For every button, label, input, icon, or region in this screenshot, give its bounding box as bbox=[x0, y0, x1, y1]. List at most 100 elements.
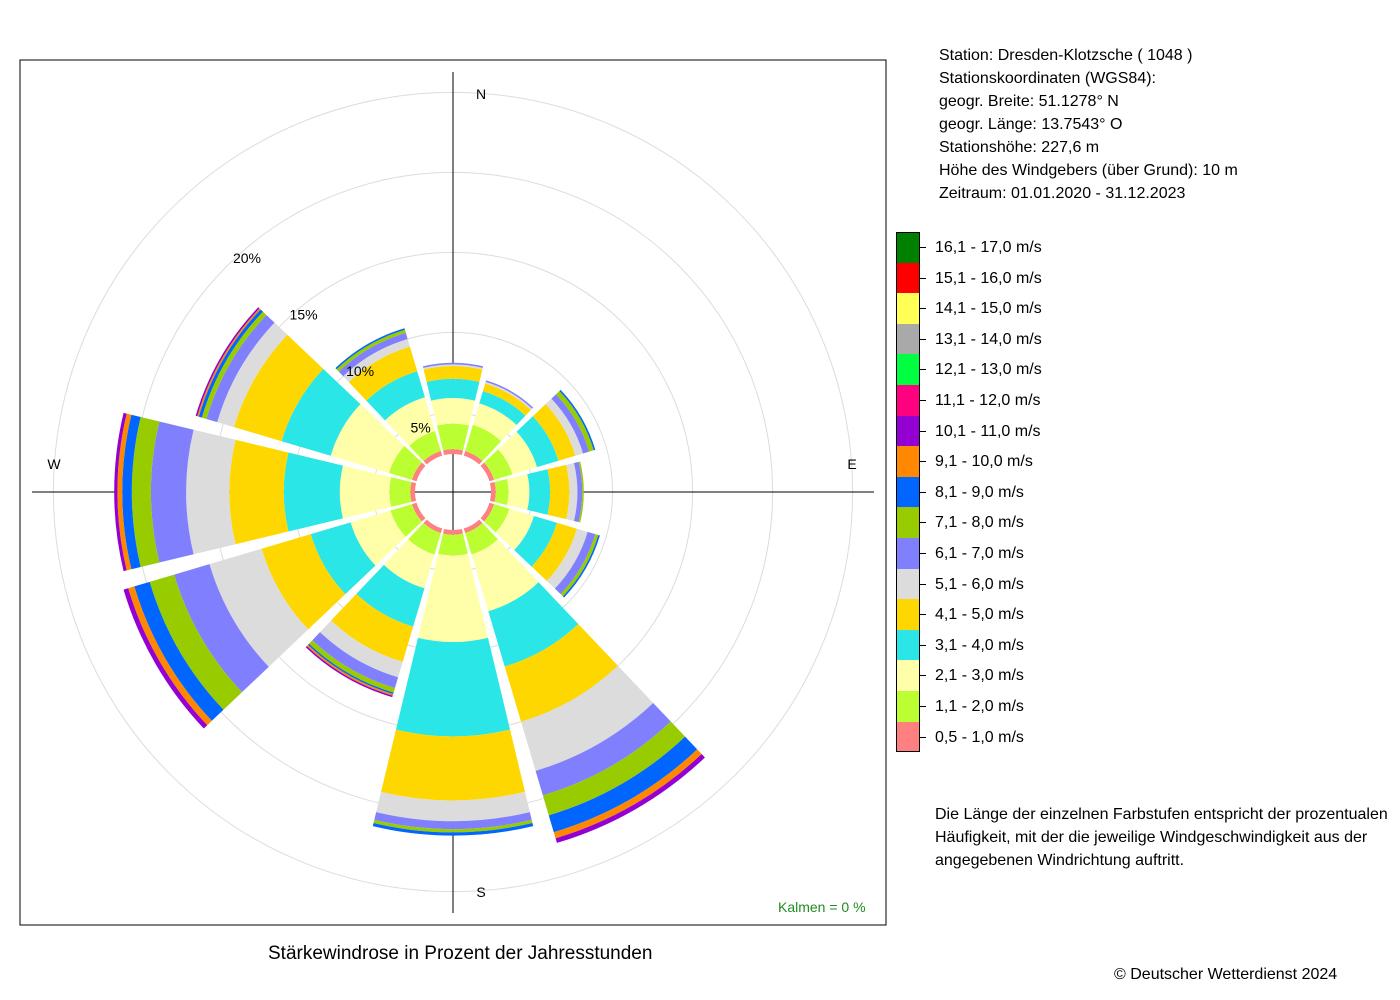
legend-item: 6,1 - 7,0 m/s bbox=[896, 538, 1196, 569]
bar-segment bbox=[284, 453, 343, 532]
legend-item: 14,1 - 15,0 m/s bbox=[896, 293, 1196, 324]
legend-label: 0,5 - 1,0 m/s bbox=[935, 729, 1024, 747]
legend-swatch bbox=[896, 722, 920, 753]
legend-label: 2,1 - 3,0 m/s bbox=[935, 667, 1024, 685]
legend-swatch bbox=[896, 293, 920, 324]
legend-swatch bbox=[896, 507, 920, 538]
legend-item: 15,1 - 16,0 m/s bbox=[896, 263, 1196, 294]
legend-label: 3,1 - 4,0 m/s bbox=[935, 637, 1024, 655]
legend-label: 6,1 - 7,0 m/s bbox=[935, 545, 1024, 563]
bar-segment bbox=[438, 534, 468, 556]
chart-caption: Stärkewindrose in Prozent der Jahresstun… bbox=[268, 943, 652, 965]
legend-tick bbox=[920, 584, 926, 585]
legend-item: 12,1 - 13,0 m/s bbox=[896, 354, 1196, 385]
legend-item: 4,1 - 5,0 m/s bbox=[896, 599, 1196, 630]
legend-item: 5,1 - 6,0 m/s bbox=[896, 569, 1196, 600]
bar-segment bbox=[507, 474, 529, 510]
legend-tick bbox=[920, 675, 926, 676]
compass-E: E bbox=[847, 456, 856, 472]
legend-label: 14,1 - 15,0 m/s bbox=[935, 300, 1042, 318]
legend-item: 2,1 - 3,0 m/s bbox=[896, 660, 1196, 691]
legend-item: 13,1 - 14,0 m/s bbox=[896, 324, 1196, 355]
legend-swatch bbox=[896, 324, 920, 355]
legend-swatch bbox=[896, 385, 920, 416]
period: Zeitraum: 01.01.2020 - 31.12.2023 bbox=[939, 182, 1238, 205]
legend-item: 8,1 - 9,0 m/s bbox=[896, 477, 1196, 508]
legend-tick bbox=[920, 339, 926, 340]
legend-tick bbox=[920, 400, 926, 401]
bar-segment bbox=[186, 430, 235, 555]
legend-swatch bbox=[896, 569, 920, 600]
legend-tick bbox=[920, 706, 926, 707]
compass-N: N bbox=[476, 86, 486, 102]
legend-label: 16,1 - 17,0 m/s bbox=[935, 239, 1042, 257]
legend-item: 9,1 - 10,0 m/s bbox=[896, 446, 1196, 477]
legend-tick bbox=[920, 614, 926, 615]
legend-item: 7,1 - 8,0 m/s bbox=[896, 507, 1196, 538]
legend-label: 7,1 - 8,0 m/s bbox=[935, 514, 1024, 532]
legend-item: 3,1 - 4,0 m/s bbox=[896, 630, 1196, 661]
calm-readout: Kalmen = 0 % bbox=[778, 899, 866, 915]
explanation-note: Die Länge der einzelnen Farbstufen entsp… bbox=[935, 803, 1395, 872]
legend-item: 10,1 - 11,0 m/s bbox=[896, 416, 1196, 447]
legend-swatch bbox=[896, 691, 920, 722]
legend-tick bbox=[920, 645, 926, 646]
station-info: Station: Dresden-Klotzsche ( 1048 ) Stat… bbox=[939, 44, 1238, 205]
legend-tick bbox=[920, 553, 926, 554]
bar-segment bbox=[527, 469, 550, 514]
legend-swatch bbox=[896, 599, 920, 630]
legend-swatch bbox=[896, 660, 920, 691]
legend-label: 15,1 - 16,0 m/s bbox=[935, 270, 1042, 288]
bar-segment bbox=[431, 398, 475, 425]
legend-label: 4,1 - 5,0 m/s bbox=[935, 606, 1024, 624]
sensor-height: Höhe des Windgebers (über Grund): 10 m bbox=[939, 159, 1238, 182]
legend-swatch bbox=[896, 538, 920, 569]
legend-tick bbox=[920, 431, 926, 432]
bar-segment bbox=[381, 730, 525, 801]
legend-tick bbox=[920, 461, 926, 462]
legend-item: 11,1 - 12,0 m/s bbox=[896, 385, 1196, 416]
wind-rose-chart: 5% 10% 15% 20% N E S W bbox=[0, 0, 900, 940]
legend-item: 1,1 - 2,0 m/s bbox=[896, 691, 1196, 722]
legend-label: 5,1 - 6,0 m/s bbox=[935, 576, 1024, 594]
legend-swatch bbox=[896, 263, 920, 294]
legend-tick bbox=[920, 247, 926, 248]
legend-swatch bbox=[896, 446, 920, 477]
legend-item: 16,1 - 17,0 m/s bbox=[896, 232, 1196, 263]
legend-tick bbox=[920, 492, 926, 493]
legend-swatch bbox=[896, 232, 920, 263]
legend-tick bbox=[920, 308, 926, 309]
legend-swatch bbox=[896, 416, 920, 447]
legend-label: 1,1 - 2,0 m/s bbox=[935, 698, 1024, 716]
legend-item: 0,5 - 1,0 m/s bbox=[896, 722, 1196, 753]
ring-label: 5% bbox=[410, 420, 430, 436]
legend-label: 9,1 - 10,0 m/s bbox=[935, 453, 1033, 471]
copyright: © Deutscher Wetterdienst 2024 bbox=[1114, 966, 1337, 984]
legend-label: 12,1 - 13,0 m/s bbox=[935, 361, 1042, 379]
coords-title: Stationskoordinaten (WGS84): bbox=[939, 67, 1238, 90]
legend-tick bbox=[920, 522, 926, 523]
legend-label: 8,1 - 9,0 m/s bbox=[935, 484, 1024, 502]
legend-swatch bbox=[896, 477, 920, 508]
bar-segment bbox=[548, 465, 570, 519]
legend-swatch bbox=[896, 630, 920, 661]
bar-segment bbox=[427, 379, 480, 401]
elevation: Stationshöhe: 227,6 m bbox=[939, 136, 1238, 159]
bar-segment bbox=[495, 479, 509, 505]
longitude: geogr. Länge: 13.7543° O bbox=[939, 113, 1238, 136]
legend-label: 11,1 - 12,0 m/s bbox=[935, 392, 1041, 410]
bar-segment bbox=[389, 477, 411, 507]
ring-label: 15% bbox=[290, 307, 318, 323]
legend-tick bbox=[920, 278, 926, 279]
station-name: Station: Dresden-Klotzsche ( 1048 ) bbox=[939, 44, 1238, 67]
compass-S: S bbox=[476, 884, 485, 900]
compass-W: W bbox=[47, 456, 61, 472]
ring-label: 20% bbox=[233, 250, 261, 266]
latitude: geogr. Breite: 51.1278° N bbox=[939, 90, 1238, 113]
legend-tick bbox=[920, 737, 926, 738]
legend-label: 10,1 - 11,0 m/s bbox=[935, 423, 1041, 441]
bar-segment bbox=[229, 440, 288, 544]
ring-label: 10% bbox=[346, 363, 374, 379]
legend-tick bbox=[920, 369, 926, 370]
legend-label: 13,1 - 14,0 m/s bbox=[935, 331, 1042, 349]
